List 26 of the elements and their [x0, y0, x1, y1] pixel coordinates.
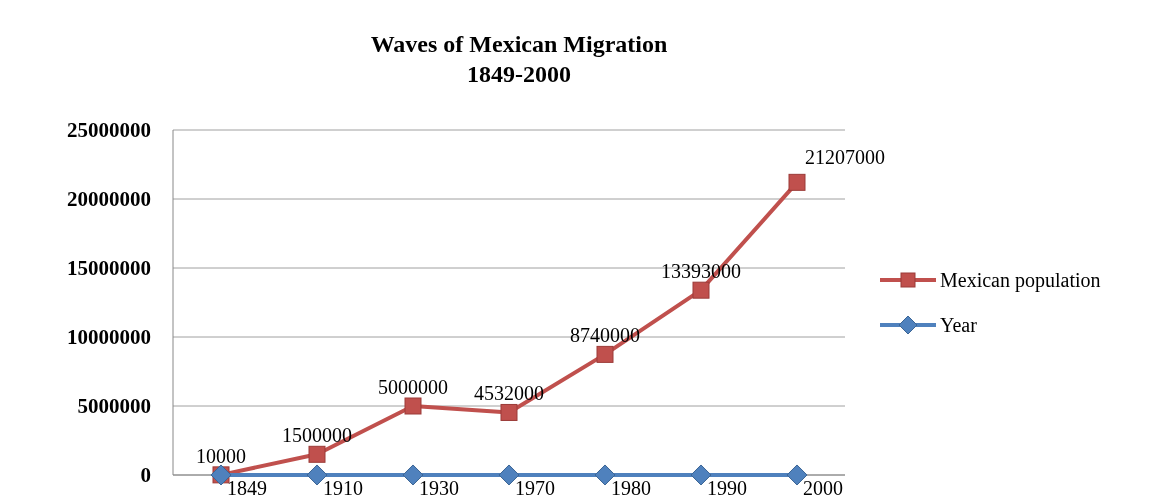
data-label: 1910	[323, 476, 363, 497]
point	[596, 345, 614, 363]
point	[500, 403, 518, 421]
data-label: 1500000	[282, 424, 352, 447]
y-tick-label: 15000000	[67, 256, 151, 280]
point	[692, 281, 710, 299]
y-tick-label: 5000000	[77, 394, 151, 418]
data-label: 1930	[419, 476, 459, 497]
point	[404, 397, 422, 415]
data-label: 1849	[227, 476, 267, 497]
data-label: 2000	[803, 476, 843, 497]
point	[788, 173, 806, 191]
chart-title: Waves of Mexican Migration 1849-2000	[370, 31, 668, 87]
data-label: 1970	[515, 476, 555, 497]
legend-label: Mexican population	[940, 269, 1101, 292]
y-tick-label: 10000000	[67, 325, 151, 349]
data-label: 21207000	[805, 146, 885, 169]
y-tick-label: 25000000	[67, 118, 151, 142]
y-tick-label: 20000000	[67, 187, 151, 211]
y-tick-label: 0	[140, 463, 151, 487]
legend-label: Year	[940, 314, 978, 336]
data-label: 10000	[196, 444, 246, 467]
data-label: 1980	[611, 476, 651, 497]
point	[308, 445, 326, 463]
data-label: 1990	[707, 476, 747, 497]
data-label: 5000000	[378, 376, 448, 398]
